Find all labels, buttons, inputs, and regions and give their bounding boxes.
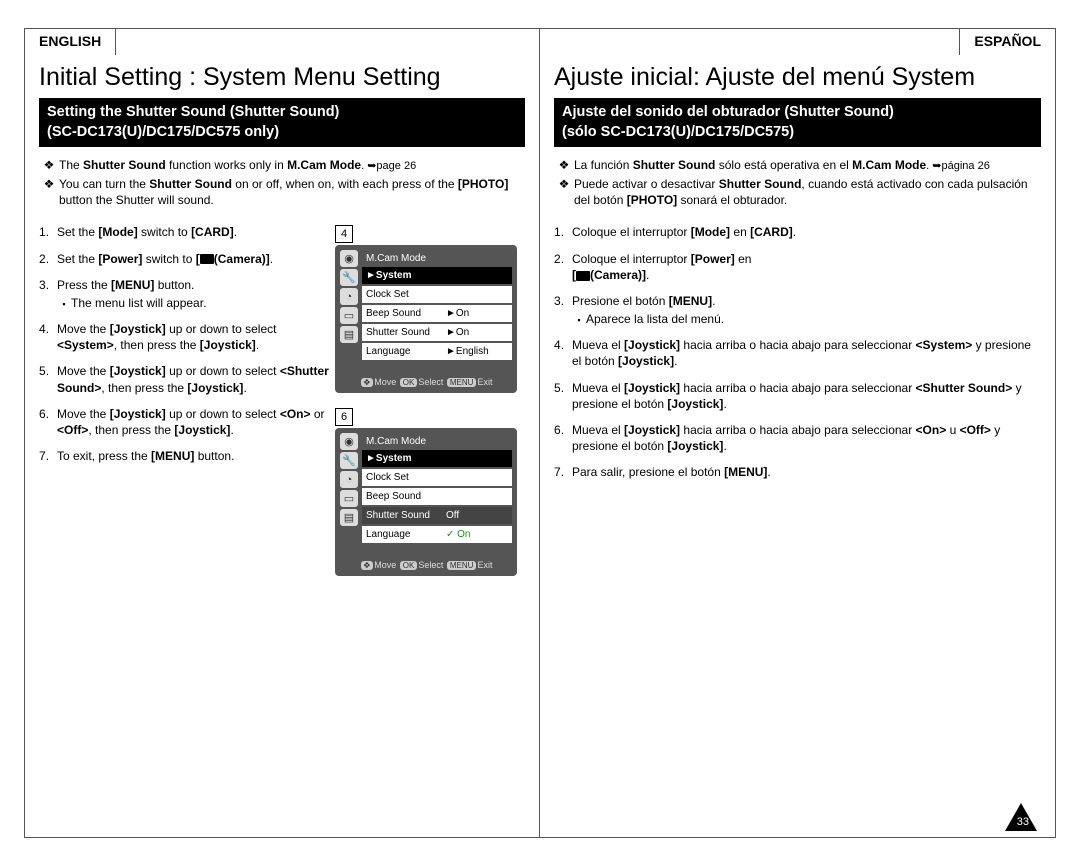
- display-icon: ▭: [340, 307, 358, 324]
- lcd6-on-checked: ✓ On: [446, 526, 512, 543]
- step-es-4: Mueva el [Joystick] hacia arriba o hacia…: [572, 337, 1041, 369]
- step-es-5: Mueva el [Joystick] hacia arriba o hacia…: [572, 380, 1041, 412]
- step-es-7: Para salir, presione el botón [MENU].: [572, 464, 1041, 480]
- notes-en: ❖ The Shutter Sound function works only …: [39, 157, 525, 208]
- note-en-2: You can turn the Shutter Sound on or off…: [59, 176, 525, 208]
- step-es-2: Coloque el interruptor [Power] en [(Came…: [572, 251, 1041, 283]
- step-en-3: Press the [MENU] button. The menu list w…: [57, 277, 329, 311]
- page-frame: ENGLISH Initial Setting : System Menu Se…: [24, 28, 1056, 838]
- diagram-4: 4 ◉ 🔧 ◔ ▭ ▤: [335, 224, 525, 393]
- tool-icon: 🔧: [340, 452, 358, 469]
- diagram-4-number: 4: [335, 225, 353, 243]
- memory-icon: ▤: [340, 326, 358, 343]
- step-es-1: Coloque el interruptor [Mode] en [CARD].: [572, 224, 1041, 240]
- page-number: 33: [1017, 816, 1029, 828]
- display-icon: ▭: [340, 490, 358, 507]
- diagrams: 4 ◉ 🔧 ◔ ▭ ▤: [329, 224, 525, 590]
- steps-en: Set the [Mode] switch to [CARD]. Set the…: [39, 224, 329, 464]
- step-en-5: Move the [Joystick] up or down to select…: [57, 363, 329, 395]
- lcd4-clock: Clock Set: [362, 286, 446, 303]
- section-title-es: Ajuste inicial: Ajuste del menú System: [554, 63, 1041, 92]
- lcd4-beep: Beep Sound: [362, 305, 446, 322]
- lcd6-nav: ✥Move OKSelect MENUExit: [335, 560, 517, 570]
- lang-tab-spanish: ESPAÑOL: [959, 28, 1056, 55]
- lcd4-nav: ✥Move OKSelect MENUExit: [335, 377, 517, 387]
- tool-icon: 🔧: [340, 269, 358, 286]
- memory-icon: ▤: [340, 509, 358, 526]
- step-es-6: Mueva el [Joystick] hacia arriba o hacia…: [572, 422, 1041, 454]
- diagram-6: 6 ◉ 🔧 ◔ ▭ ▤: [335, 407, 525, 576]
- topic-bar-es-line2: (sólo SC-DC173(U)/DC175/DC575): [562, 123, 1033, 143]
- lcd-screen-4: ◉ 🔧 ◔ ▭ ▤ M.Cam Mode ►System Clock Set: [335, 245, 517, 393]
- camera-icon: [200, 254, 214, 264]
- camera-mode-icon: ◉: [340, 433, 358, 450]
- lcd6-clock: Clock Set: [362, 469, 446, 486]
- lcd4-lang: Language: [362, 343, 446, 360]
- manual-page: ENGLISH Initial Setting : System Menu Se…: [0, 0, 1080, 866]
- lcd-screen-6: ◉ 🔧 ◔ ▭ ▤ M.Cam Mode ►System Clock Set: [335, 428, 517, 576]
- step-en-2: Set the [Power] switch to [(Camera)].: [57, 251, 329, 267]
- lcd4-shutter: Shutter Sound: [362, 324, 446, 341]
- step-en-4: Move the [Joystick] up or down to select…: [57, 321, 329, 353]
- topic-bar-es-line1: Ajuste del sonido del obturador (Shutter…: [562, 103, 1033, 123]
- topic-bar-es: Ajuste del sonido del obturador (Shutter…: [554, 98, 1041, 147]
- step-es-3: Presione el botón [MENU]. Aparece la lis…: [572, 293, 1041, 327]
- step-en-7: To exit, press the [MENU] button.: [57, 448, 329, 464]
- english-column: ENGLISH Initial Setting : System Menu Se…: [25, 29, 540, 837]
- lcd4-shutter-val: ►On: [446, 324, 512, 341]
- note-es-1: La función Shutter Sound sólo está opera…: [574, 157, 1041, 174]
- step-en-6: Move the [Joystick] up or down to select…: [57, 406, 329, 438]
- spanish-column: ESPAÑOL Ajuste inicial: Ajuste del menú …: [540, 29, 1055, 837]
- diagram-6-number: 6: [335, 408, 353, 426]
- lcd6-title: M.Cam Mode: [362, 433, 512, 450]
- lcd6-system: ►System: [362, 450, 446, 467]
- lcd6-shutter-off: Off: [446, 507, 512, 524]
- disc-icon: ◔: [340, 288, 358, 305]
- topic-bar-en: Setting the Shutter Sound (Shutter Sound…: [39, 98, 525, 147]
- notes-es: ❖ La función Shutter Sound sólo está ope…: [554, 157, 1041, 208]
- camera-mode-icon: ◉: [340, 250, 358, 267]
- camera-icon: [576, 271, 590, 281]
- lcd4-beep-val: ►On: [446, 305, 512, 322]
- lcd6-lang: Language: [362, 526, 446, 543]
- section-title-en: Initial Setting : System Menu Setting: [39, 63, 525, 92]
- topic-bar-en-line2: (SC-DC173(U)/DC175/DC575 only): [47, 123, 517, 143]
- lcd4-system: ►System: [362, 267, 446, 284]
- step-en-1: Set the [Mode] switch to [CARD].: [57, 224, 329, 240]
- lcd6-beep: Beep Sound: [362, 488, 446, 505]
- lang-tab-english: ENGLISH: [24, 28, 116, 55]
- topic-bar-en-line1: Setting the Shutter Sound (Shutter Sound…: [47, 103, 517, 123]
- steps-es: Coloque el interruptor [Mode] en [CARD].…: [554, 224, 1041, 480]
- note-en-1: The Shutter Sound function works only in…: [59, 157, 525, 174]
- disc-icon: ◔: [340, 471, 358, 488]
- lcd4-title: M.Cam Mode: [362, 250, 512, 267]
- lcd6-shutter: Shutter Sound: [362, 507, 446, 524]
- note-es-2: Puede activar o desactivar Shutter Sound…: [574, 176, 1041, 208]
- lcd4-lang-val: ►English: [446, 343, 512, 360]
